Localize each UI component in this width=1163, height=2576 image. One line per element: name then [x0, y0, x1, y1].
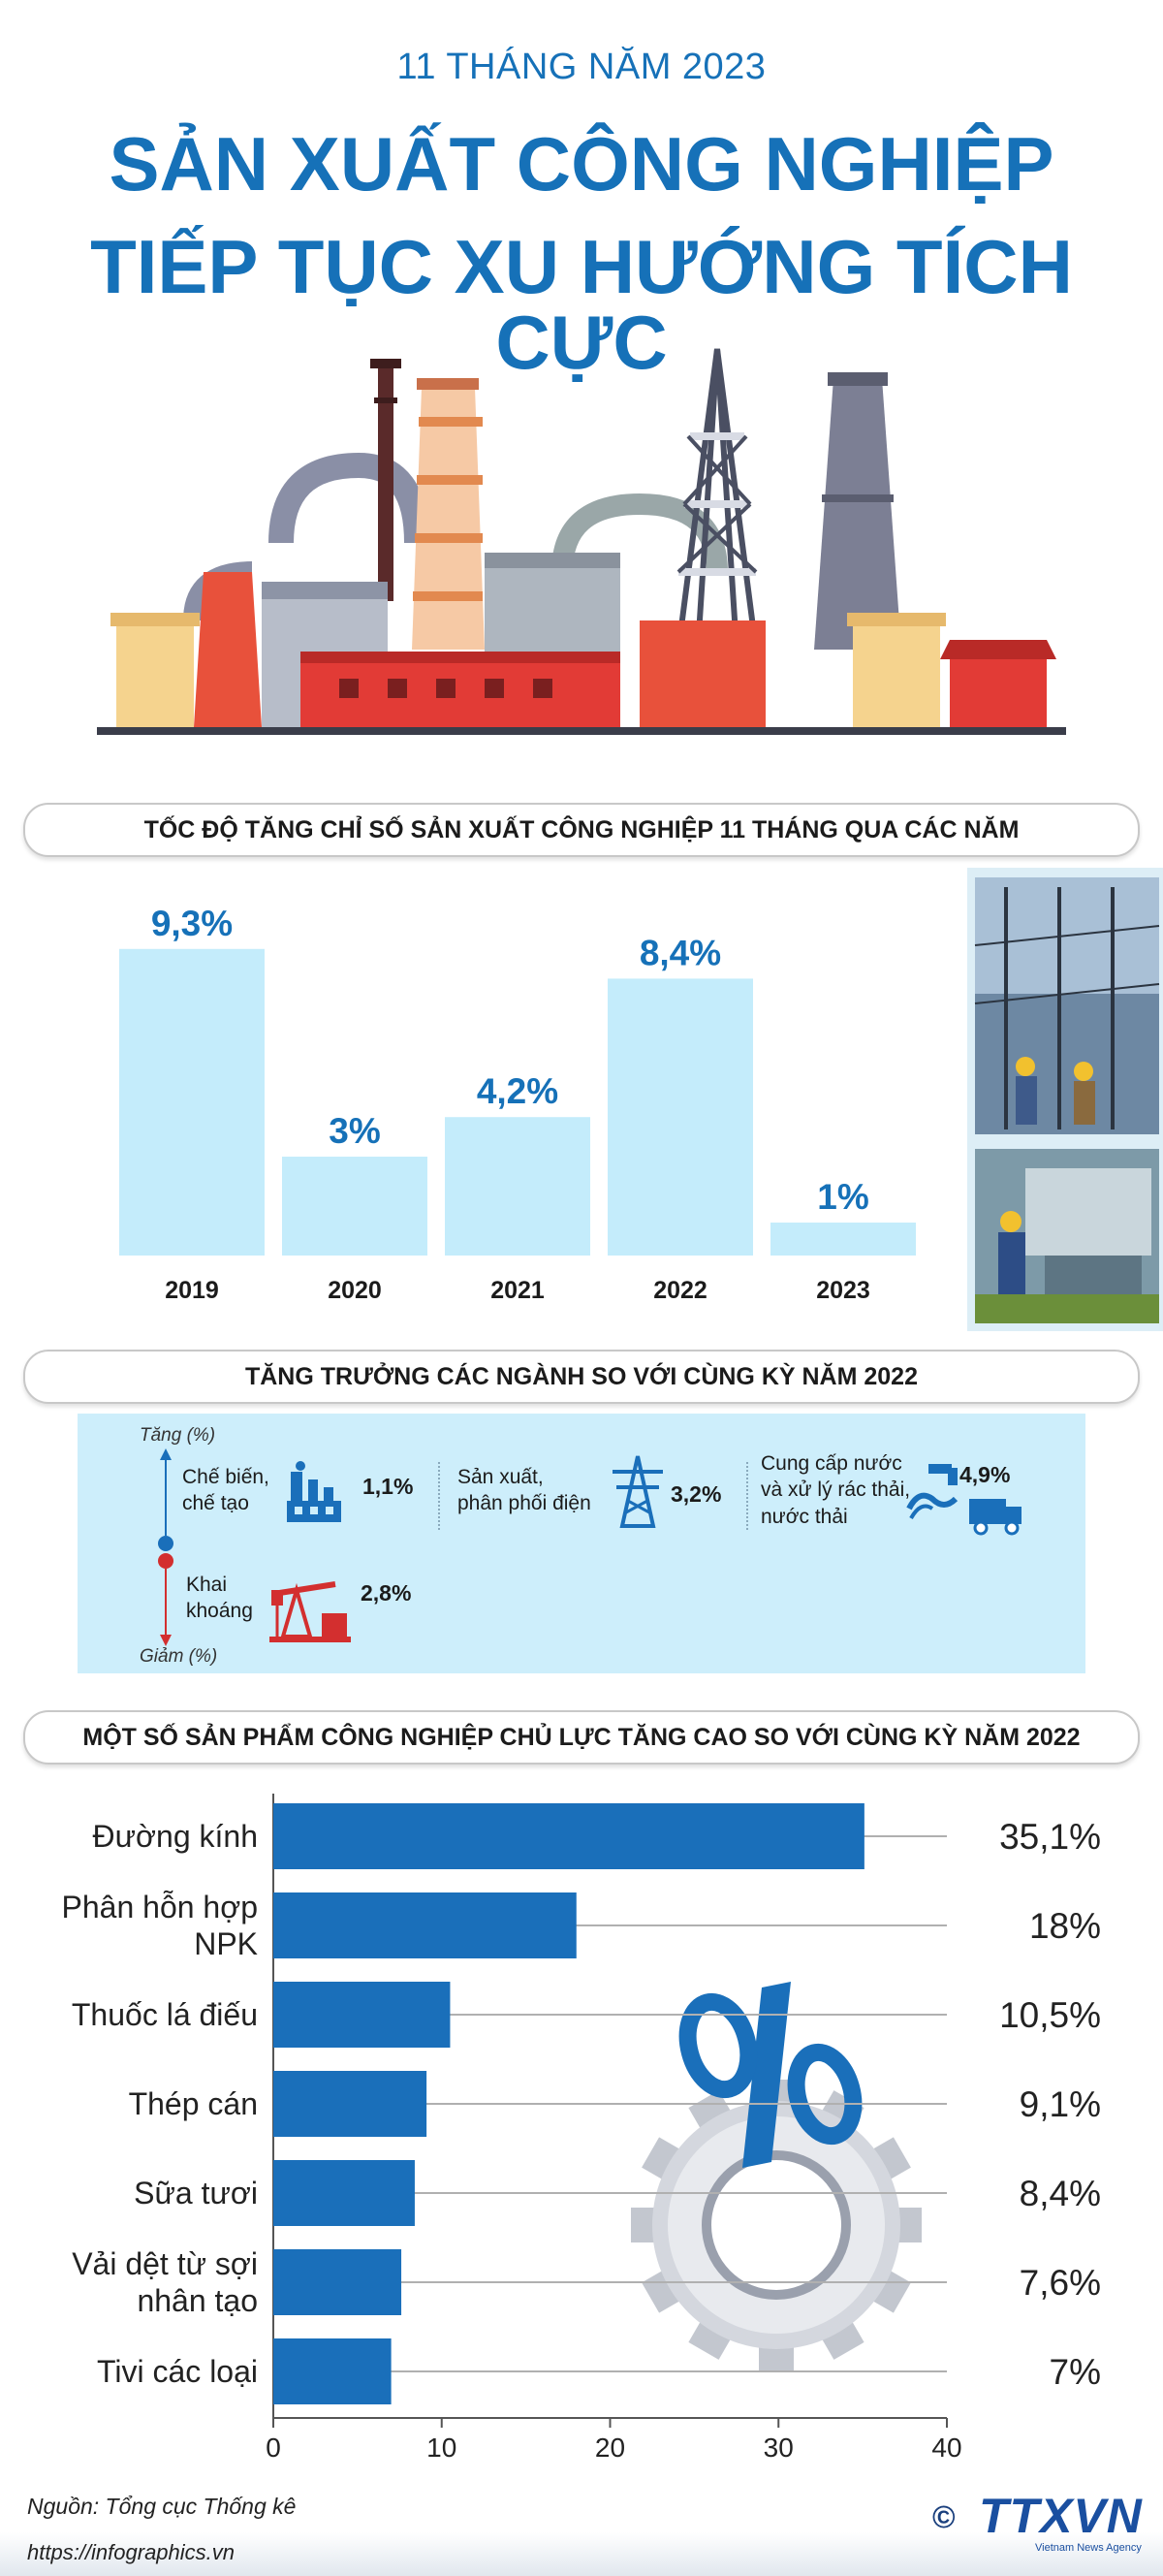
- product-label-line: nhân tạo: [137, 2283, 258, 2318]
- bar-2021: [445, 1117, 590, 1256]
- product-bar: [273, 2249, 402, 2315]
- x-tick-label: 40: [931, 2433, 961, 2463]
- red-buildings: [194, 572, 1056, 727]
- lattice-tower: [675, 348, 760, 652]
- product-label-line: Đường kính: [93, 1819, 258, 1854]
- water-truck-icon: [906, 1464, 1022, 1536]
- chimney-striped: [412, 378, 485, 650]
- product-growth-chart: 0 10 20 30 40 Đường kính 35,1% Phân hỗn hợp NPK 1…: [62, 1794, 1101, 2463]
- bar-2023: [770, 1223, 916, 1256]
- bar-value-label: 1%: [817, 1177, 868, 1217]
- growth-axis: [158, 1448, 173, 1646]
- x-tick-label: 20: [595, 2433, 625, 2463]
- ground-line: [97, 727, 1066, 735]
- kicker-date: 11 THÁNG NĂM 2023: [396, 47, 767, 87]
- chimney-dark: [370, 359, 401, 601]
- product-bar: [273, 1892, 577, 1958]
- section3-title: MỘT SỐ SẢN PHẨM CÔNG NGHIỆP CHỦ LỰC TĂNG…: [23, 1710, 1140, 1765]
- product-label-line: Thuốc lá điếu: [72, 1997, 258, 2032]
- bar-value-label: 9,3%: [151, 904, 233, 943]
- year-tick-label: 2023: [816, 1277, 870, 1304]
- sector-divider: [438, 1462, 440, 1530]
- product-label: Phân hỗn hợp NPK: [62, 1890, 258, 1961]
- year-tick-label: 2019: [165, 1277, 219, 1304]
- year-tick-label: 2021: [490, 1277, 545, 1304]
- sector-electricity-label: Sản xuất, phân phối điện: [457, 1466, 591, 1515]
- product-label: Tivi các loại: [97, 2354, 258, 2389]
- product-label-line: Tivi các loại: [97, 2354, 258, 2389]
- product-bar: [273, 1982, 451, 2048]
- factory-icon: [287, 1461, 341, 1522]
- product-label: Sữa tươi: [134, 2176, 258, 2210]
- bar-value-label: 8,4%: [640, 933, 721, 972]
- sector-manufacturing-value: 1,1%: [362, 1474, 414, 1499]
- oil-pump-icon: [269, 1581, 351, 1642]
- tall-stack-grey: [814, 372, 901, 650]
- product-label-line: Phân hỗn hợp: [62, 1890, 258, 1924]
- product-bar: [273, 2338, 392, 2404]
- product-value-label: 7%: [1050, 2352, 1101, 2392]
- product-value-label: 8,4%: [1020, 2174, 1101, 2213]
- ttxvn-logo: TTXVN: [979, 2489, 1143, 2543]
- factory-illustration: [97, 348, 1066, 735]
- photo-panel: [967, 868, 1163, 1331]
- product-value-label: 10,5%: [999, 1995, 1101, 2035]
- product-label-line: Thép cán: [129, 2086, 258, 2121]
- product-label: Thép cán: [129, 2086, 258, 2121]
- photo-collage: [974, 877, 1160, 1323]
- footer-bar: [0, 2532, 1163, 2576]
- sector-water-label: Cung cấp nước và xử lý rác thải, nước th…: [761, 1452, 911, 1528]
- power-tower-icon: [613, 1455, 663, 1528]
- section1-title: TỐC ĐỘ TĂNG CHỈ SỐ SẢN XUẤT CÔNG NGHIỆP …: [23, 803, 1140, 857]
- arrow-up-icon: [160, 1448, 172, 1460]
- x-tick-label: 0: [266, 2433, 281, 2463]
- source-note: Nguồn: Tổng cục Thống kê: [27, 2494, 297, 2519]
- sector-mining-label: Khai khoáng: [186, 1574, 253, 1623]
- sector-manufacturing-label: Chế biến, chế tạo: [182, 1466, 269, 1515]
- sector-electricity-value: 3,2%: [671, 1481, 722, 1507]
- yearly-growth-chart: 9,3% 2019 3% 2020 4,2% 2021 8,4% 2022 1% 2023: [119, 904, 916, 1304]
- percent-sign: [678, 1982, 863, 2168]
- sector-water-value: 4,9%: [959, 1462, 1011, 1487]
- year-tick-label: 2022: [653, 1277, 707, 1304]
- bar-2019: [119, 948, 265, 1256]
- up-axis-label: Tăng (%): [140, 1425, 216, 1446]
- sector-mining-value: 2,8%: [361, 1580, 412, 1606]
- sector-divider: [746, 1462, 748, 1530]
- product-label: Vải dệt từ sợi nhân tạo: [72, 2246, 258, 2318]
- copyright-symbol: ©: [932, 2499, 956, 2534]
- x-tick-label: 30: [764, 2433, 794, 2463]
- down-axis-label: Giảm (%): [140, 1646, 218, 1667]
- product-label-line: Sữa tươi: [134, 2176, 258, 2210]
- page-title-line2: TIẾP TỤC XU HƯỚNG TÍCH CỰC: [90, 224, 1073, 385]
- product-value-label: 7,6%: [1020, 2263, 1101, 2303]
- product-value-label: 35,1%: [999, 1817, 1101, 1857]
- bar-2020: [282, 1157, 427, 1256]
- arrow-down-icon: [160, 1635, 172, 1646]
- footer-url[interactable]: https://infographics.vn: [27, 2540, 236, 2564]
- product-label-line: Vải dệt từ sợi: [72, 2246, 258, 2281]
- bar-2022: [608, 978, 753, 1256]
- gear-percent-icon: [631, 1982, 922, 2370]
- product-bar: [273, 2071, 427, 2137]
- bar-value-label: 4,2%: [477, 1071, 558, 1111]
- product-label: Đường kính: [93, 1819, 258, 1854]
- sector-panel: Tăng (%) Giảm (%) Chế biến, chế tạo 1,1%…: [78, 1414, 1085, 1673]
- page-title-line1: SẢN XUẤT CÔNG NGHIỆP: [109, 121, 1054, 207]
- x-tick-label: 10: [426, 2433, 456, 2463]
- product-bar: [273, 2160, 415, 2226]
- product-label-line: NPK: [194, 1926, 258, 1961]
- product-value-label: 18%: [1029, 1906, 1101, 1946]
- product-label: Thuốc lá điếu: [72, 1997, 258, 2032]
- ttxvn-logo-sub: Vietnam News Agency: [1035, 2542, 1142, 2554]
- product-bar: [273, 1803, 864, 1869]
- year-tick-label: 2020: [328, 1277, 382, 1304]
- section2-title: TĂNG TRƯỞNG CÁC NGÀNH SO VỚI CÙNG KỲ NĂM…: [23, 1350, 1140, 1404]
- product-value-label: 9,1%: [1020, 2084, 1101, 2124]
- bar-value-label: 3%: [329, 1111, 380, 1151]
